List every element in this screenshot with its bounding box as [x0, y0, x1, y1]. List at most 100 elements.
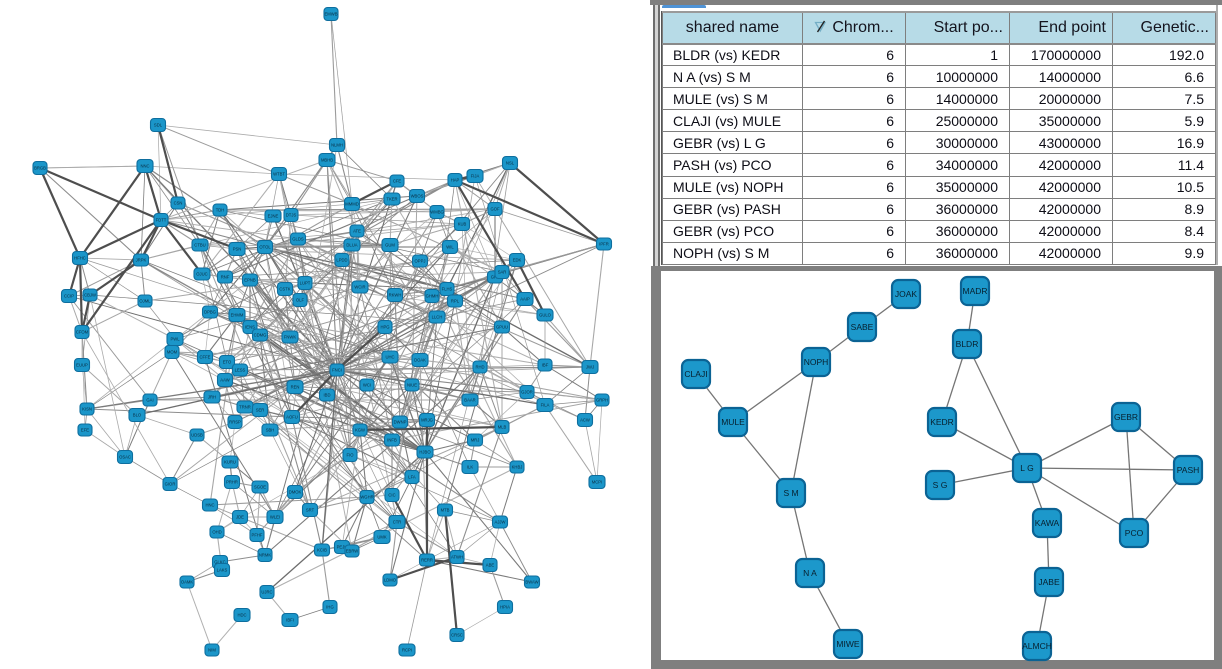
- svg-text:CRSC: CRSC: [451, 633, 463, 638]
- svg-text:JRPK: JRPK: [136, 258, 147, 263]
- svg-text:DLUA: DLUA: [346, 243, 357, 248]
- svg-text:LPDD: LPDD: [336, 258, 347, 263]
- svg-text:GULO: GULO: [539, 313, 552, 318]
- svg-text:CFE: CFE: [393, 179, 402, 184]
- svg-text:OJUC: OJUC: [196, 272, 207, 277]
- svg-text:OPPJ: OPPJ: [415, 259, 426, 264]
- svg-text:OTOL: OTOL: [259, 245, 271, 250]
- svg-text:CDMG: CDMG: [254, 333, 267, 338]
- svg-text:KGW: KGW: [355, 428, 365, 433]
- svg-text:ALMCH: ALMCH: [1022, 641, 1052, 651]
- svg-text:EPNB: EPNB: [244, 278, 256, 283]
- svg-text:PSN: PSN: [233, 247, 242, 252]
- svg-text:PWL: PWL: [170, 337, 180, 342]
- svg-text:EHMM: EHMM: [231, 313, 244, 318]
- svg-text:NNC: NNC: [140, 164, 149, 169]
- svg-text:KCIB: KCIB: [317, 548, 327, 553]
- svg-text:MMMD: MMMD: [345, 202, 359, 207]
- svg-text:NRMK: NRMK: [259, 553, 272, 558]
- svg-text:SAR: SAR: [498, 270, 507, 275]
- svg-text:OHD: OHD: [212, 530, 221, 535]
- svg-text:IBFI: IBFI: [286, 618, 294, 623]
- svg-text:NIUE: NIUE: [407, 383, 417, 388]
- svg-text:UJRC: UJRC: [261, 590, 272, 595]
- svg-text:NLMH: NLMH: [331, 143, 343, 148]
- svg-text:AAIP: AAIP: [520, 297, 530, 302]
- svg-text:AAW: AAW: [220, 378, 229, 383]
- svg-text:DTJS: DTJS: [286, 213, 297, 218]
- svg-text:KISN: KISN: [82, 407, 92, 412]
- svg-text:KUB: KUB: [458, 222, 467, 227]
- svg-text:IBD: IBD: [324, 393, 331, 398]
- svg-text:GIOR: GIOR: [165, 482, 176, 487]
- svg-text:GAI: GAI: [146, 398, 153, 403]
- svg-text:S G: S G: [933, 480, 948, 490]
- svg-text:GRPH: GRPH: [596, 398, 608, 403]
- svg-text:MTB: MTB: [441, 508, 450, 513]
- svg-text:JDE: JDE: [236, 515, 244, 520]
- svg-text:SBH: SBH: [266, 428, 275, 433]
- svg-text:IPFR: IPFR: [599, 242, 609, 247]
- svg-text:LLCH: LLCH: [432, 315, 443, 320]
- svg-text:FDTT: FDTT: [156, 218, 167, 223]
- svg-text:MOM: MOM: [167, 350, 178, 355]
- svg-text:UMK: UMK: [377, 535, 387, 540]
- svg-text:JOAK: JOAK: [895, 289, 918, 299]
- svg-text:JRH: JRH: [208, 395, 216, 400]
- svg-text:MADR: MADR: [962, 286, 987, 296]
- svg-text:WBOS: WBOS: [411, 194, 424, 199]
- svg-text:BRGB: BRGB: [34, 166, 46, 171]
- svg-text:MCPI: MCPI: [592, 480, 602, 485]
- svg-text:RERR: RERR: [421, 558, 433, 563]
- svg-text:GLDS: GLDS: [292, 237, 304, 242]
- svg-text:ILK: ILK: [467, 465, 473, 470]
- svg-text:HPIA: HPIA: [500, 605, 510, 610]
- svg-text:EUUP: EUUP: [76, 363, 88, 368]
- svg-text:TKER: TKER: [386, 197, 397, 202]
- svg-text:DPBG: DPBG: [204, 310, 216, 315]
- svg-text:ATE: ATE: [353, 229, 361, 234]
- svg-text:FIO: FIO: [347, 453, 355, 458]
- svg-text:N A: N A: [803, 568, 817, 578]
- svg-text:BLO: BLO: [133, 413, 142, 418]
- svg-text:EFE: EFE: [81, 428, 89, 433]
- svg-text:HPG: HPG: [380, 325, 389, 330]
- svg-text:UDSB: UDSB: [191, 433, 203, 438]
- svg-text:CTBU: CTBU: [194, 243, 205, 248]
- svg-text:TDH: TDH: [216, 208, 225, 213]
- svg-text:WCI: WCI: [363, 383, 371, 388]
- svg-text:WGHR: WGHR: [360, 495, 373, 500]
- svg-text:IENS: IENS: [245, 325, 255, 330]
- svg-text:MRJG: MRJG: [421, 418, 433, 423]
- svg-text:OJML: OJML: [139, 299, 151, 304]
- svg-text:ACW: ACW: [580, 418, 590, 423]
- svg-text:PRHR: PRHR: [226, 480, 238, 485]
- svg-text:OLF: OLF: [296, 298, 305, 303]
- svg-text:IHG: IHG: [326, 605, 333, 610]
- svg-text:PEJU: PEJU: [337, 545, 348, 550]
- svg-text:RHD: RHD: [475, 365, 484, 370]
- svg-text:PCO: PCO: [1125, 528, 1144, 538]
- svg-text:WTBT: WTBT: [273, 172, 285, 177]
- svg-text:EBRW: EBRW: [346, 549, 359, 554]
- svg-text:CSN: CSN: [174, 201, 183, 206]
- svg-text:BAAR: BAAR: [464, 398, 475, 403]
- svg-text:CSTK: CSTK: [279, 287, 290, 292]
- svg-text:SER: SER: [256, 408, 265, 413]
- svg-text:CLAJI: CLAJI: [684, 369, 707, 379]
- svg-text:WCIR: WCIR: [354, 285, 365, 290]
- svg-text:CCIP: CCIP: [64, 294, 74, 299]
- svg-text:RRSP: RRSP: [229, 420, 241, 425]
- svg-text:SABE: SABE: [851, 322, 874, 332]
- svg-text:L G: L G: [1020, 463, 1033, 473]
- svg-text:ABE: ABE: [486, 563, 495, 568]
- svg-text:JWJ: JWJ: [586, 365, 594, 370]
- svg-text:RNF: RNF: [221, 275, 230, 280]
- svg-text:LESS: LESS: [235, 368, 246, 373]
- svg-text:SRT: SRT: [306, 508, 315, 513]
- svg-text:MRJ: MRJ: [471, 438, 480, 443]
- svg-text:HJBO: HJBO: [419, 450, 431, 455]
- svg-text:TRNR: TRNR: [239, 405, 251, 410]
- svg-text:CFFE: CFFE: [200, 355, 211, 360]
- svg-text:SGOE: SGOE: [254, 485, 266, 490]
